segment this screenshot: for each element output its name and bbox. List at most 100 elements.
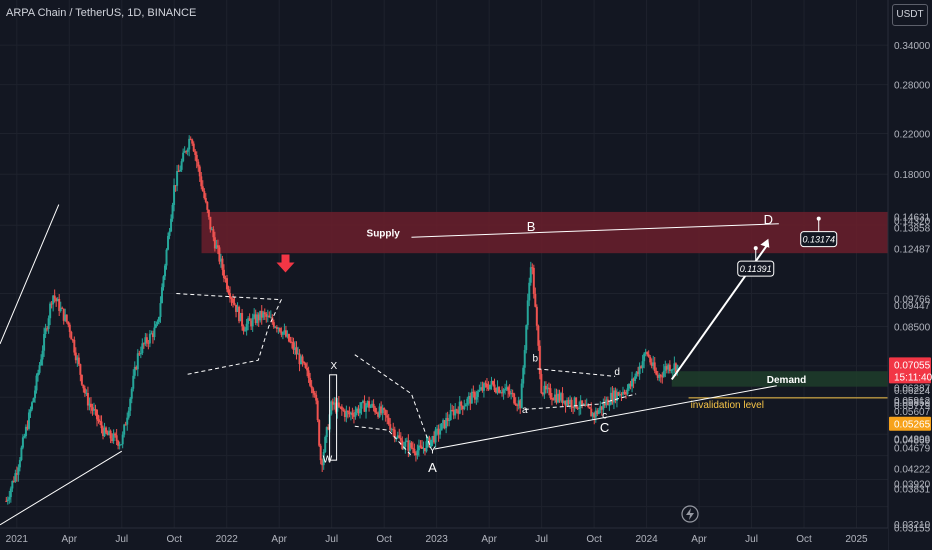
candle-body — [578, 408, 581, 410]
price-tick: 0.14320 — [894, 217, 931, 228]
candle-body — [139, 353, 142, 355]
zone-label: Supply — [367, 229, 401, 240]
candle-body — [587, 404, 590, 408]
candle-body — [371, 403, 374, 407]
candle-body — [301, 356, 304, 362]
candle-body — [667, 364, 670, 370]
wave-label-d: d — [614, 367, 620, 378]
candle-body — [108, 430, 111, 436]
time-tick: Apr — [481, 534, 497, 545]
candle-body — [563, 400, 566, 403]
x-box — [329, 374, 338, 461]
candle-body — [428, 437, 431, 447]
price-tick: 0.04898 — [894, 434, 931, 445]
candle-body — [484, 383, 487, 385]
candle-body — [47, 318, 50, 329]
price-tick: 0.03155 — [894, 524, 931, 535]
candle-body — [58, 298, 61, 311]
candle-body — [277, 327, 280, 329]
candle-body — [40, 359, 43, 366]
candle-body — [398, 435, 401, 439]
candle-body — [27, 412, 30, 429]
candle-body — [543, 385, 546, 395]
candle-body — [330, 401, 333, 415]
candle-body — [62, 308, 65, 321]
candle-body — [454, 409, 457, 416]
candle-body — [79, 364, 82, 375]
price-tick: 0.28000 — [894, 81, 931, 92]
candle-body — [244, 330, 247, 332]
candle-body — [227, 289, 230, 294]
candle-body — [176, 171, 179, 186]
candle-body — [393, 429, 396, 439]
candle-body — [46, 328, 49, 330]
candle-body — [656, 374, 659, 378]
candle-body — [490, 381, 493, 385]
candle-body — [522, 367, 525, 384]
candle-body — [570, 399, 573, 407]
zone-label: Demand — [767, 375, 806, 386]
candle-body — [389, 424, 392, 430]
candle-body — [442, 420, 445, 424]
candle-body — [132, 375, 135, 389]
candle-body — [644, 352, 647, 354]
candle-body — [473, 392, 476, 400]
candle-body — [440, 423, 443, 431]
candle-body — [165, 249, 168, 266]
candle-body — [534, 293, 537, 307]
candle-body — [661, 376, 664, 378]
candle-body — [405, 440, 408, 442]
candle-body — [135, 366, 138, 370]
candle-body — [467, 396, 470, 399]
time-tick: Apr — [691, 534, 707, 545]
candle-body — [245, 323, 248, 331]
candle-body — [336, 402, 339, 412]
candle-body — [566, 400, 569, 406]
candle-body — [241, 313, 244, 327]
candle-body — [41, 350, 44, 360]
candle-body — [257, 314, 260, 321]
candle-body — [346, 411, 349, 413]
candle-body — [470, 391, 473, 404]
candle-body — [647, 354, 650, 357]
candle-body — [520, 383, 523, 409]
candle-body — [26, 426, 29, 429]
candle-body — [569, 399, 572, 405]
candle-body — [188, 138, 191, 150]
candle-body — [103, 427, 106, 436]
candle-body — [150, 333, 153, 335]
candle-body — [380, 406, 383, 414]
candles — [5, 135, 679, 505]
time-axis[interactable]: 2021 Apr Jul Oct 2022 Apr Jul Oct 2023 Apr Jul Oct 2… — [0, 527, 888, 550]
candle-body — [523, 350, 526, 368]
candle-body — [419, 445, 422, 447]
candle-body — [594, 410, 597, 418]
candle-body — [256, 314, 259, 324]
candle-body — [272, 322, 275, 328]
candle-body — [61, 307, 64, 309]
candle-body — [298, 353, 301, 365]
wedge-2022 — [176, 293, 283, 376]
candle-body — [612, 390, 615, 403]
candle-body — [463, 406, 466, 410]
candle-body — [238, 306, 241, 322]
time-tick: Jul — [745, 534, 758, 545]
candle-body — [43, 333, 46, 351]
currency-button[interactable]: USDT — [892, 4, 928, 26]
candle-body — [593, 413, 596, 418]
candle-body — [11, 480, 14, 489]
candle-body — [597, 410, 600, 414]
candle-body — [585, 404, 588, 406]
lightning-icon[interactable] — [681, 505, 699, 523]
candle-body — [670, 370, 673, 372]
candle-body — [640, 366, 643, 368]
candle-body — [366, 401, 369, 406]
wave-label-X: X — [330, 361, 337, 372]
red-down-arrow — [276, 254, 295, 273]
candle-body — [126, 417, 129, 425]
price-axis[interactable]: 0.34000 0.28000 0.22000 0.18000 0.146310.143… — [887, 0, 932, 550]
candle-body — [232, 298, 235, 303]
candle-body — [349, 412, 352, 415]
candle-body — [516, 405, 519, 407]
